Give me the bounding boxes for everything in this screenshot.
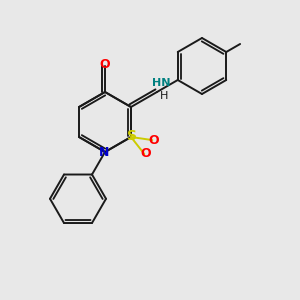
Text: O: O — [140, 147, 151, 161]
Text: HN: HN — [152, 78, 171, 88]
Text: O: O — [148, 134, 159, 147]
Text: H: H — [160, 91, 168, 101]
Text: N: N — [99, 146, 109, 160]
Text: O: O — [100, 58, 110, 71]
Text: S: S — [127, 129, 137, 143]
